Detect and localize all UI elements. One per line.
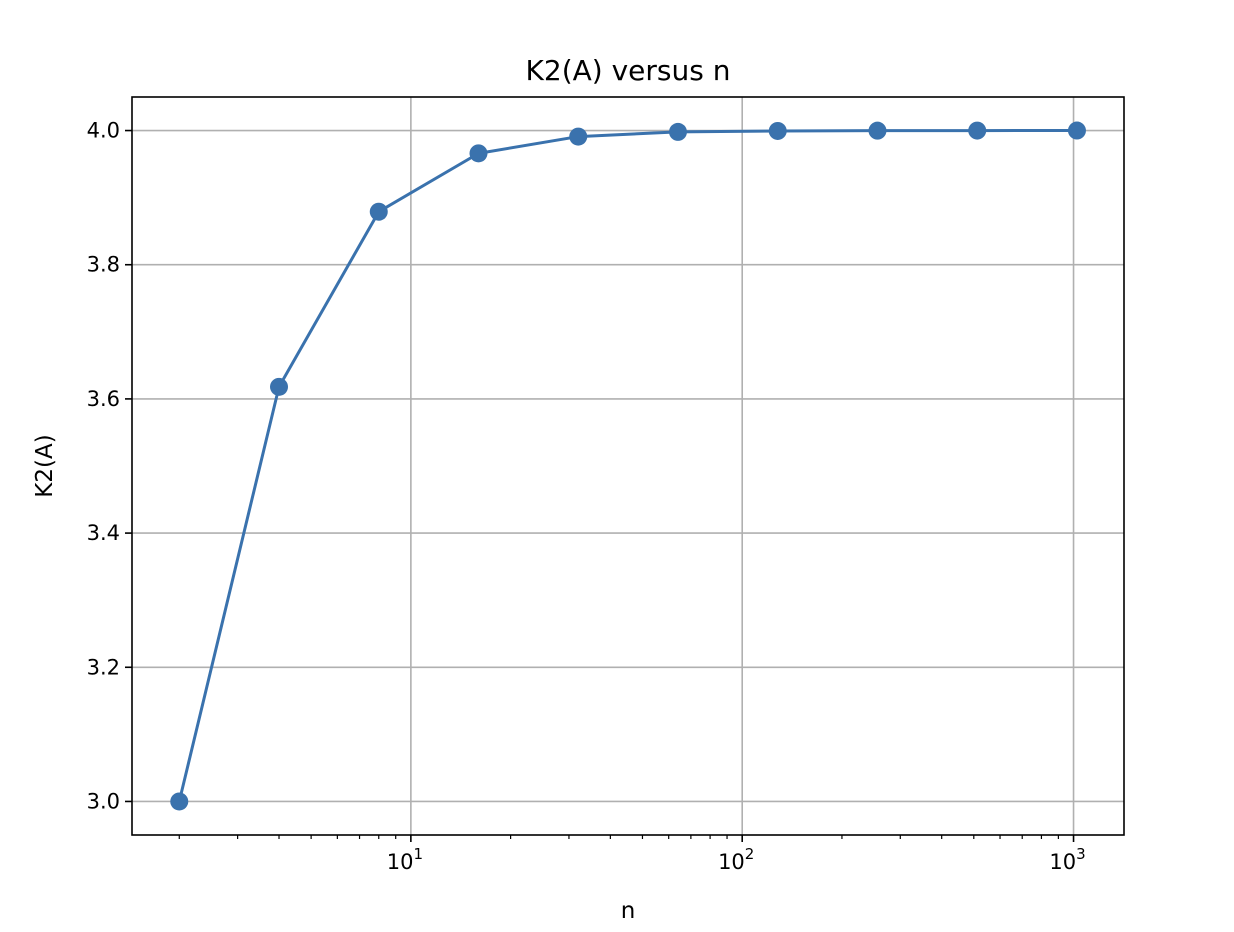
data-point bbox=[469, 144, 488, 163]
data-point bbox=[768, 121, 787, 140]
data-point bbox=[1067, 121, 1086, 140]
major-ticks bbox=[125, 129, 1075, 842]
data-point bbox=[369, 202, 388, 221]
y-axis-title: K2(A) bbox=[32, 434, 58, 497]
series-layer bbox=[170, 121, 1086, 811]
data-point bbox=[569, 127, 588, 146]
x-tick-label: 103 bbox=[1049, 845, 1085, 874]
y-tick-label: 3.6 bbox=[87, 387, 120, 411]
data-point bbox=[968, 121, 987, 140]
y-tick-label: 3.4 bbox=[87, 521, 120, 545]
x-tick-label: 101 bbox=[387, 845, 423, 874]
data-point bbox=[270, 377, 289, 396]
x-tick-label: 102 bbox=[718, 845, 754, 874]
data-point bbox=[170, 792, 189, 811]
y-tick-label: 3.8 bbox=[87, 253, 120, 277]
data-point bbox=[868, 121, 887, 140]
y-tick-label: 3.0 bbox=[87, 789, 120, 813]
x-axis-title: n bbox=[621, 898, 636, 924]
tick-labels: 3.0 3.2 3.4 3.6 3.8 4.0 101 102 103 bbox=[87, 119, 1086, 874]
y-tick-label: 4.0 bbox=[87, 119, 120, 143]
data-point bbox=[668, 122, 687, 141]
series-line bbox=[177, 129, 1077, 802]
y-tick-label: 3.2 bbox=[87, 655, 120, 679]
plot-frame bbox=[131, 96, 1125, 836]
chart-title: K2(A) versus n bbox=[526, 54, 731, 87]
grid-lines bbox=[132, 97, 1124, 835]
